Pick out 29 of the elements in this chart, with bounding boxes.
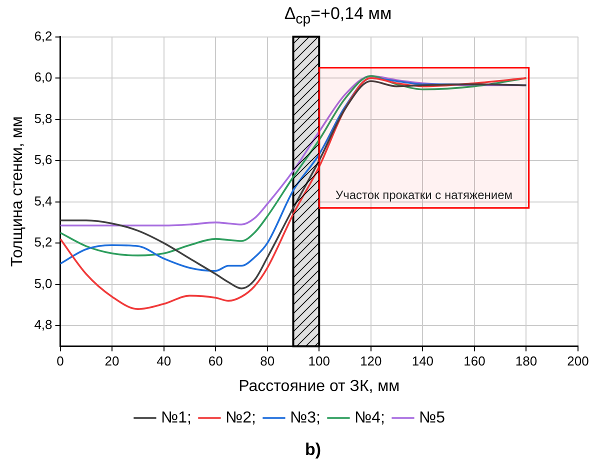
y-axis-title: Толщина стенки, мм: [9, 116, 26, 267]
y-tick-label: 5,6: [34, 152, 52, 168]
legend-label: №1;: [160, 409, 192, 426]
x-tick-label: 20: [104, 354, 120, 369]
text: b): [304, 440, 322, 460]
x-tick-label: 0: [56, 354, 64, 369]
x-tick-label: 80: [260, 354, 275, 369]
x-tick-label: 180: [515, 354, 538, 369]
y-tick-label: 4,8: [34, 317, 52, 332]
chart-title: Δ$_{ср}$=+0,14 мм: [283, 4, 393, 28]
x-tick-label: 160: [464, 354, 486, 369]
legend-label: №5: [418, 409, 446, 426]
legend-label: №4;: [354, 409, 385, 426]
y-tick-label: 5,8: [34, 110, 52, 126]
x-tick-label: 40: [156, 354, 172, 369]
y-tick-label: 5,2: [34, 234, 52, 250]
x-tick-label: 100: [308, 354, 330, 369]
legend-label: №2;: [225, 409, 256, 426]
x-tick-label: 120: [360, 354, 382, 369]
x-axis-title: Расстояние от ЗК, мм: [238, 378, 400, 395]
y-tick-label: 6,0: [34, 70, 52, 85]
band-label: Участок прокатки с натяжением: [335, 188, 512, 202]
y-tick-label: 6,2: [34, 28, 52, 44]
x-tick-label: 200: [567, 354, 589, 369]
y-tick-label: 5,0: [34, 276, 52, 291]
x-tick-label: 60: [208, 354, 223, 369]
y-tick-label: 5,4: [34, 193, 52, 208]
legend-label: №3;: [290, 409, 320, 426]
x-tick-label: 140: [412, 354, 434, 369]
